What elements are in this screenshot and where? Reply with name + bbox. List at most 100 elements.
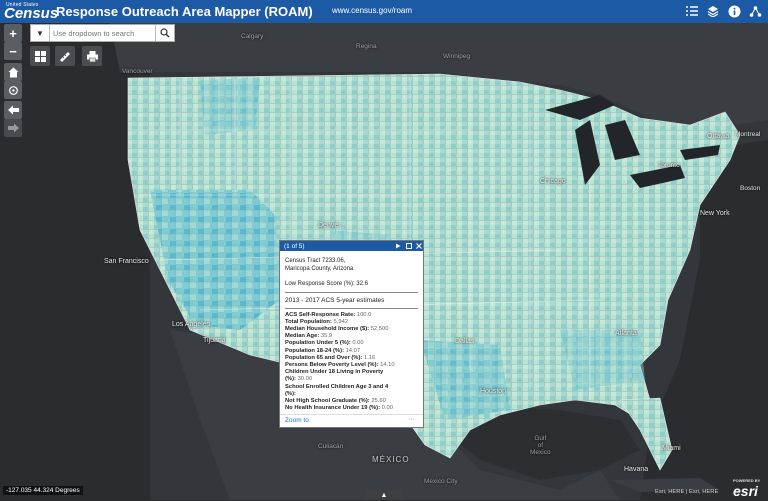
- popup-next-button[interactable]: [393, 241, 402, 251]
- map-label-miami: Miami: [662, 445, 681, 452]
- ruler-icon: [60, 51, 70, 62]
- popup-field-label: ACS Self-Response Rate:: [285, 311, 356, 318]
- list-icon[interactable]: [684, 3, 700, 19]
- popup-low-response: Low Response Score (%): 32.6: [285, 281, 369, 287]
- popup-tract: Census Tract 7233.06,: [285, 258, 346, 264]
- home-button[interactable]: [4, 63, 22, 81]
- map-label-ottawa: Ottawa: [707, 133, 730, 140]
- popup-field-row: No Health Insurance Under 19 (%): 0.00: [285, 405, 418, 412]
- attribute-table-toggle[interactable]: ▲: [366, 490, 402, 500]
- search-input[interactable]: [51, 26, 159, 40]
- map-label-culiacan: Culiacán: [318, 443, 344, 450]
- print-icon: [86, 50, 98, 62]
- popup-field-label: Median Age:: [285, 333, 320, 340]
- print-button[interactable]: [82, 46, 102, 66]
- esri-logo[interactable]: POWERED BY esri: [733, 478, 760, 501]
- logo-big-text: Census: [4, 5, 59, 22]
- zoom-out-button[interactable]: −: [4, 42, 22, 60]
- locate-icon: [8, 85, 18, 95]
- feature-popup[interactable]: (1 of 5) Census Tract 7233.06, Maricopa …: [279, 240, 424, 428]
- map-label-mexico: MÉXICO: [372, 455, 410, 464]
- close-icon: [415, 243, 422, 249]
- play-icon: [395, 243, 400, 249]
- chevron-up-icon: ▲: [380, 491, 388, 499]
- map-label-havana: Havana: [624, 466, 649, 473]
- grid-icon: [34, 50, 46, 62]
- popup-field-label: School Enrolled Children Age 3 and 4: [285, 383, 389, 390]
- map-label-regina: Regina: [356, 43, 377, 50]
- popup-field-value: 25.60: [371, 397, 386, 404]
- map-attribution: Esri, HERE | Esri, HERE: [655, 489, 719, 495]
- back-button[interactable]: [4, 101, 22, 119]
- popup-counter: (1 of 5): [284, 242, 305, 250]
- popup-field-row: Population 18-24 (%): 14.07: [285, 348, 418, 355]
- popup-field-value: 0.00: [352, 340, 364, 347]
- layers-icon[interactable]: [705, 3, 721, 19]
- share-icon[interactable]: [747, 3, 763, 19]
- more-options-button[interactable]: ···: [408, 416, 415, 423]
- map-label-chicago: Chicago: [540, 178, 566, 185]
- map-label-montreal: Montreal: [735, 131, 761, 138]
- info-icon[interactable]: [726, 3, 742, 19]
- popup-field-label: Not High School Graduate (%):: [285, 397, 370, 404]
- measure-button[interactable]: [55, 46, 75, 66]
- popup-field-label: Children Under 18 Living in Poverty: [285, 369, 384, 376]
- search-icon: [160, 28, 170, 38]
- map-label-toronto: Toronto: [658, 162, 680, 169]
- popup-titlebar: (1 of 5): [280, 241, 423, 251]
- popup-field-value: 1.16: [363, 354, 376, 361]
- map-label-denver: Denver: [318, 222, 341, 229]
- popup-field-label: Total Population:: [285, 318, 332, 325]
- popup-field-value: 52,500: [370, 325, 389, 332]
- popup-body: Census Tract 7233.06, Maricopa County, A…: [280, 251, 423, 419]
- popup-field-value: 14.10: [380, 361, 395, 368]
- search-button[interactable]: [155, 25, 174, 41]
- search-dropdown-button[interactable]: ▼: [31, 25, 50, 41]
- logo-small-text: United States: [6, 2, 39, 8]
- popup-field-label: Population Under 5 (%):: [285, 340, 351, 347]
- map-label-san-francisco: San Francisco: [104, 258, 149, 265]
- esri-text: esri: [733, 483, 758, 499]
- map-label-winnipeg: Winnipeg: [443, 53, 471, 60]
- map-label-vancouver: Vancouver: [122, 68, 153, 75]
- popup-field-value: 35.9: [320, 333, 333, 340]
- map-label-mexico-city: Mexico City: [424, 478, 458, 485]
- popup-county: Maricopa County, Arizona: [285, 265, 354, 272]
- popup-field-row: Median Household Income ($): 52,500: [285, 326, 418, 333]
- popup-field-row: Population 65 and Over (%): 1.16: [285, 355, 418, 362]
- popup-field-label: No Health Insurance Under 19 (%):: [285, 405, 381, 412]
- popup-field-row: (%): 30.00: [285, 376, 418, 383]
- census-logo[interactable]: United States Census: [4, 2, 58, 21]
- popup-maximize-button[interactable]: [404, 241, 413, 251]
- popup-field-row: Children Under 18 Living in Poverty: [285, 369, 418, 376]
- popup-field-row: School Enrolled Children Age 3 and 4: [285, 384, 418, 391]
- app-title: Response Outreach Area Mapper (ROAM): [56, 4, 313, 19]
- forward-button[interactable]: [4, 119, 22, 137]
- zoom-in-button[interactable]: +: [4, 24, 22, 42]
- maximize-icon: [405, 243, 412, 249]
- popup-footer: Zoom to ···: [280, 414, 423, 427]
- popup-close-button[interactable]: [414, 241, 423, 251]
- map-label-new-york: New York: [700, 210, 730, 217]
- arrow-left-icon: [7, 105, 19, 115]
- zoom-to-link[interactable]: Zoom to: [285, 417, 309, 424]
- popup-field-label: (%):: [285, 390, 296, 397]
- locate-button[interactable]: [4, 81, 22, 99]
- popup-field-label: Median Household Income ($):: [285, 325, 370, 332]
- home-icon: [8, 67, 18, 77]
- popup-field-label: Population 18-24 (%):: [285, 347, 344, 354]
- coordinate-readout: -127.035 44.324 Degrees: [3, 486, 83, 495]
- popup-field-row: ACS Self-Response Rate: 100.0: [285, 312, 418, 319]
- basemap-gallery-button[interactable]: [30, 46, 50, 66]
- map-label-los-angeles: Los Angeles: [172, 321, 211, 328]
- app-url[interactable]: www.census.gov/roam: [332, 6, 413, 15]
- popup-field-value: 30.00: [297, 376, 313, 383]
- arrow-right-icon: [7, 123, 19, 133]
- popup-divider: [285, 291, 418, 293]
- map-label-dallas: Dallas: [455, 338, 475, 345]
- popup-field-row: Median Age: 35.9: [285, 333, 418, 340]
- search-bar: ▼: [30, 24, 175, 42]
- popup-field-label: Persons Below Poverty Level (%):: [285, 361, 379, 368]
- map-label-calgary: Calgary: [241, 33, 264, 40]
